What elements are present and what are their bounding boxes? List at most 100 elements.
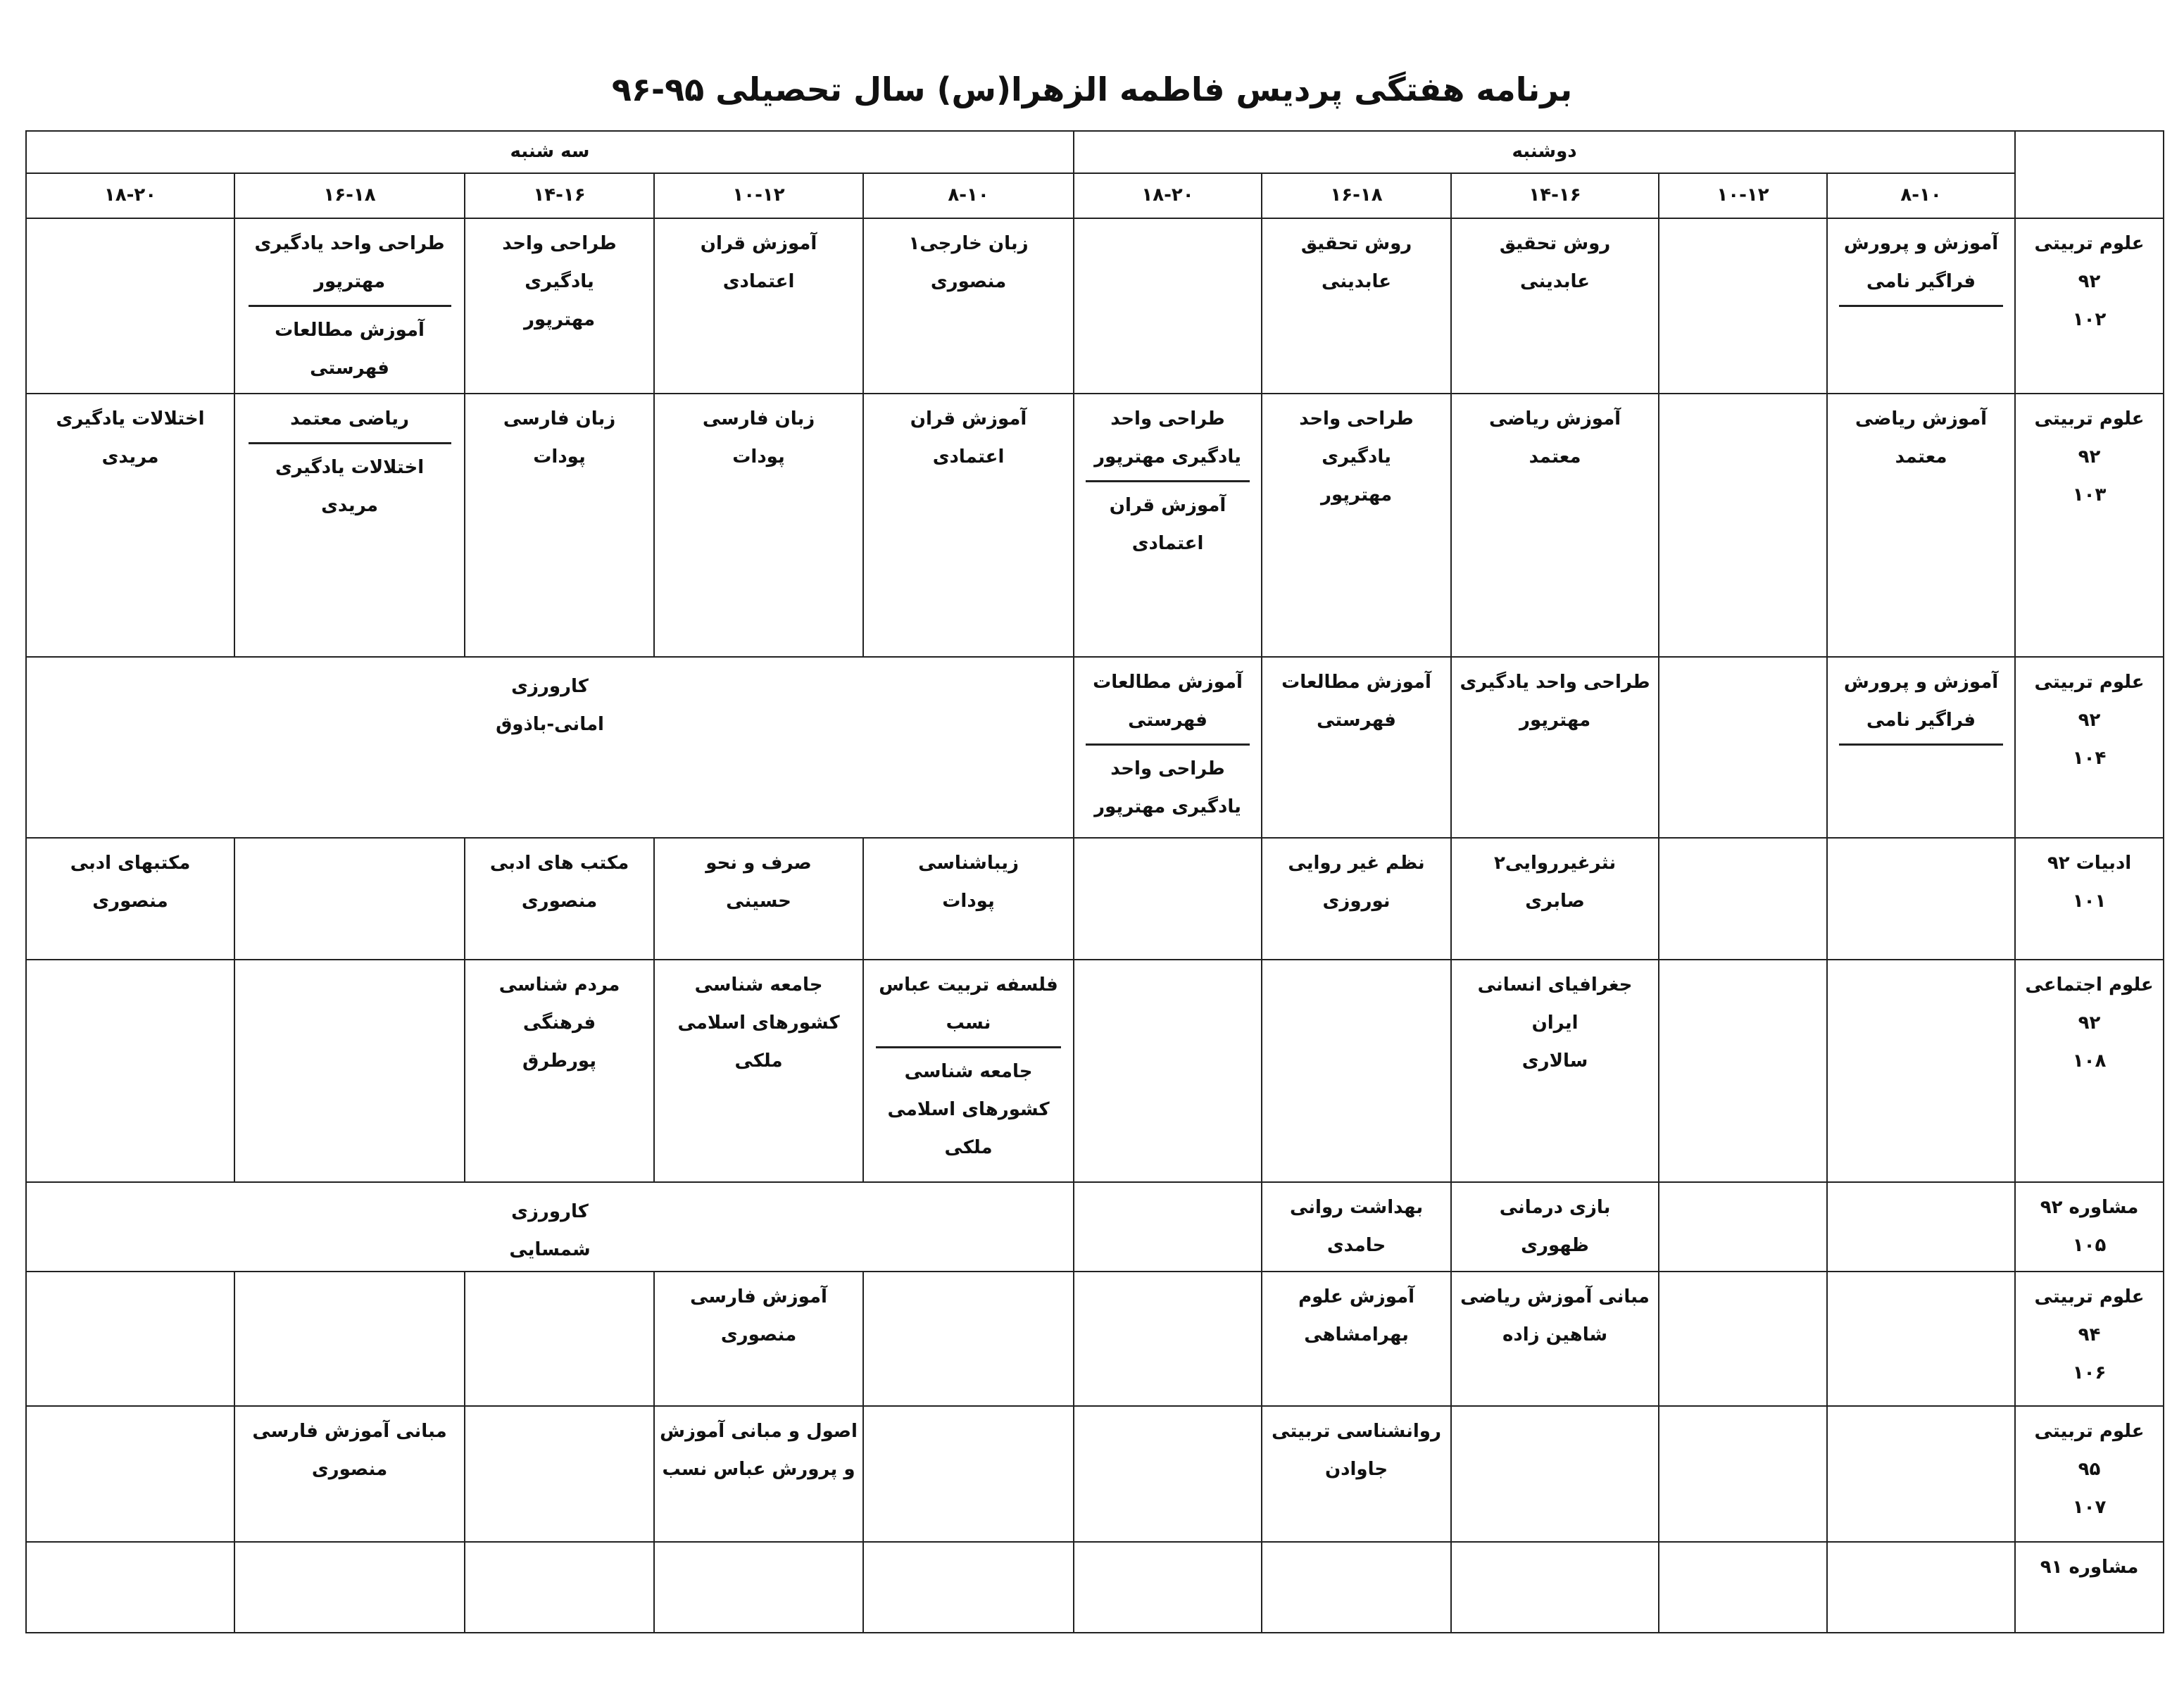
class-label-cell: علوم تربیتی ۹۲ ۱۰۳	[2014, 393, 2165, 658]
time-header: ۱۰-۱۲	[1658, 172, 1828, 219]
course-line: ملکی	[944, 1137, 993, 1158]
schedule-cell	[25, 959, 236, 1183]
course-line: فلسفه تربیت عباس	[879, 974, 1058, 996]
schedule-cell	[1261, 959, 1452, 1183]
schedule-cell: مبانی آموزش فارسی منصوری	[234, 1405, 466, 1543]
course-line: اختلالات یادگیری	[56, 408, 205, 429]
course-line: آموزش مطالعات	[1281, 672, 1431, 693]
time-header: ۱۸-۲۰	[25, 172, 236, 219]
course-line: طراحی واحد	[1110, 408, 1225, 429]
course-line: آموزش قران	[910, 408, 1027, 429]
course-line: مهترپور	[1321, 484, 1393, 506]
class-row: علوم تربیتی ۹۵ ۱۰۷ روانشناسی تربیتی جاوادن اص…	[25, 1405, 2165, 1543]
schedule-cell: زبان فارسی پودات	[653, 393, 865, 658]
schedule-cell	[464, 1405, 655, 1543]
course-line: کشورهای اسلامی	[887, 1099, 1050, 1120]
class-label: ۹۵	[2078, 1459, 2101, 1480]
course-line: بهداشت روانی	[1289, 1197, 1424, 1218]
course-line: جغرافیای انسانی ایران	[1477, 974, 1633, 1034]
class-label: ۹۲	[2078, 710, 2101, 731]
class-label: ۹۲	[2078, 271, 2101, 292]
course-line: حامدی	[1326, 1235, 1386, 1256]
schedule-cell	[1658, 959, 1828, 1183]
merged-cell: کارورزی امانی-باذوق	[25, 656, 1075, 839]
schedule-cell: طراحی واحد یادگیری مهترپور آموزش مطالعات ف…	[234, 218, 466, 394]
class-label: ۹۲	[2078, 1012, 2101, 1034]
course-line: طراحی واحد	[1299, 408, 1414, 429]
schedule-cell	[862, 1405, 1075, 1543]
course-line: طراحی واحد	[1110, 758, 1225, 779]
course-line: مهترپور	[1519, 710, 1591, 731]
schedule-cell: نثرغیرروایی۲ صابری	[1450, 837, 1660, 960]
schedule-cell: روانشناسی تربیتی جاوادن	[1261, 1405, 1452, 1543]
schedule-cell: آموزش علوم بهرامشاهی	[1261, 1271, 1452, 1407]
course-line: امانی-باذوق	[496, 714, 604, 735]
course-line: معتمد	[1529, 446, 1581, 467]
course-line: جامعه شناسی	[694, 974, 823, 996]
schedule-cell: آموزش و پرورش فراگیر نامی	[1826, 218, 2016, 394]
time-header: ۸-۱۰	[1826, 172, 2016, 219]
schedule-cell: آموزش مطالعات فهرستی طراحی واحد یادگیری مهت…	[1073, 656, 1263, 839]
class-row: مشاوره ۹۱	[25, 1541, 2165, 1633]
schedule-cell	[25, 218, 236, 394]
schedule-cell: طراحی واحد یادگیری مهترپور	[464, 218, 655, 394]
course-line: نسب	[946, 1012, 991, 1034]
time-header: ۱۴-۱۶	[464, 172, 655, 219]
class-label-cell: علوم تربیتی ۹۲ ۱۰۴	[2014, 656, 2165, 839]
schedule-cell	[1826, 1541, 2016, 1633]
schedule-cell	[1658, 218, 1828, 394]
course-line: بازی درمانی	[1499, 1197, 1611, 1218]
schedule-cell: طراحی واحد یادگیری مهترپور	[1261, 393, 1452, 658]
class-label: ۱۰۶	[2072, 1362, 2107, 1383]
course-line: پورطرق	[522, 1050, 596, 1072]
schedule-cell: ریاضی معتمد اختلالات یادگیری مریدی	[234, 393, 466, 658]
course-line: آموزش قران	[700, 233, 817, 254]
time-header: ۱۰-۱۲	[653, 172, 865, 219]
schedule-cell	[1826, 1271, 2016, 1407]
schedule-cell: اختلالات یادگیری مریدی	[25, 393, 236, 658]
class-label: ۱۰۵	[2072, 1235, 2107, 1256]
course-line: کشورهای اسلامی	[677, 1012, 840, 1034]
class-label: مشاوره ۹۱	[2040, 1557, 2139, 1578]
course-line: و پرورش عباس نسب	[662, 1459, 855, 1480]
corner-cell	[2014, 130, 2165, 219]
class-label-cell: علوم تربیتی ۹۵ ۱۰۷	[2014, 1405, 2165, 1543]
class-label: ۹۲	[2078, 446, 2101, 467]
schedule-cell: مبانی آموزش ریاضی شاهین زاده	[1450, 1271, 1660, 1407]
course-line: ریاضی معتمد	[290, 408, 409, 429]
course-line: اصول و مبانی آموزش	[660, 1421, 858, 1442]
course-line: بهرامشاهی	[1304, 1324, 1409, 1345]
course-line: مبانی آموزش فارسی	[252, 1421, 447, 1442]
time-header: ۱۸-۲۰	[1073, 172, 1263, 219]
schedule-cell	[1826, 959, 2016, 1183]
course-line: کارورزی	[511, 676, 589, 697]
table-body: دوشنبه سه شنبه ۸-۱۰ ۱۰-۱۲ ۱۴-۱۶ ۱۶-۱۸ ۱۸-۲۰ ۸-۱…	[25, 130, 2165, 1633]
day-header: دوشنبه	[1073, 130, 2016, 174]
class-label: علوم تربیتی	[2034, 233, 2145, 254]
time-header: ۱۴-۱۶	[1450, 172, 1660, 219]
class-label-cell: ادبیات ۹۲ ۱۰۱	[2014, 837, 2165, 960]
course-line: اختلالات یادگیری	[275, 457, 425, 478]
course-line: یادگیری مهترپور	[1094, 446, 1241, 467]
schedule-cell	[25, 1405, 236, 1543]
class-label-cell: علوم تربیتی ۹۲ ۱۰۲	[2014, 218, 2165, 394]
schedule-cell	[1450, 1541, 1660, 1633]
course-line: مردم شناسی	[498, 974, 620, 996]
schedule-cell	[1073, 1405, 1263, 1543]
schedule-cell: آموزش فارسی منصوری	[653, 1271, 865, 1407]
course-line: منصوری	[92, 891, 168, 912]
course-line: کارورزی	[511, 1201, 589, 1222]
course-line: اعتمادی	[722, 271, 795, 292]
schedule-cell	[1826, 837, 2016, 960]
class-row: مشاوره ۹۲ ۱۰۵ بازی درمانی ظهوری بهداشت روانی…	[25, 1181, 2165, 1272]
course-line: طراحی واحد یادگیری	[254, 233, 445, 254]
course-line: نوروزی	[1322, 891, 1391, 912]
course-line: آموزش مطالعات فهرستی	[275, 320, 425, 379]
class-label: علوم اجتماعی	[2025, 974, 2154, 996]
schedule-cell	[464, 1271, 655, 1407]
schedule-cell	[234, 837, 466, 960]
course-line: معتمد	[1895, 446, 1947, 467]
course-line: سالاری	[1521, 1050, 1588, 1072]
schedule-cell: بهداشت روانی حامدی	[1261, 1181, 1452, 1272]
course-line: عابدینی	[1322, 271, 1392, 292]
